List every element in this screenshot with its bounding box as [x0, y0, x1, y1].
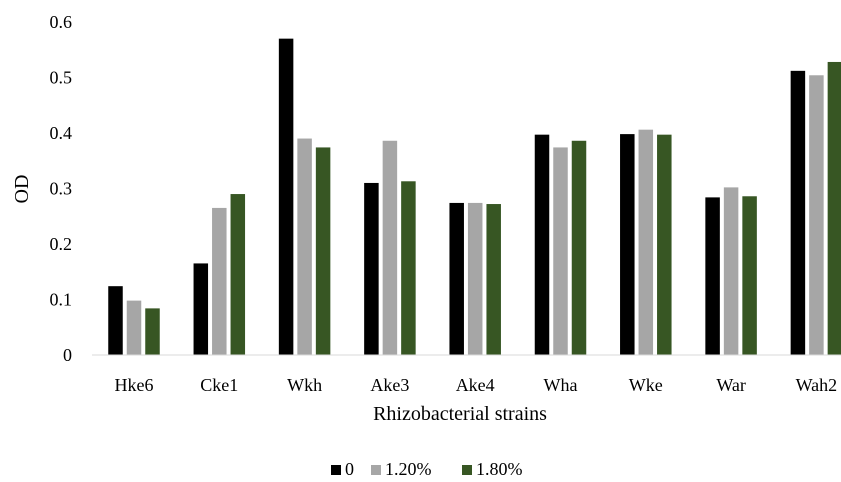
legend-item: 0 [331, 459, 354, 479]
bar [723, 187, 739, 355]
y-tick-labels: 0 0.1 0.2 0.3 0.4 0.5 0.6 [50, 12, 73, 365]
y-tick-label: 0.6 [50, 12, 73, 32]
x-tick-label: Wkh [287, 375, 322, 395]
bar [315, 147, 331, 355]
bar-group [534, 134, 587, 355]
y-tick-label: 0.2 [50, 234, 73, 254]
bar [145, 308, 160, 355]
y-tick-label: 0.1 [50, 290, 73, 310]
bar-group [705, 187, 757, 355]
y-tick-label: 0.5 [50, 68, 73, 88]
bar [553, 147, 568, 355]
bar-group [364, 140, 416, 355]
legend-label: 0 [345, 459, 354, 479]
legend-swatch [371, 465, 381, 475]
bar-group [620, 129, 672, 355]
bar-group [790, 61, 841, 356]
legend-item: 1.20% [371, 459, 432, 479]
bar [193, 263, 209, 355]
bar-groups [108, 38, 841, 356]
x-tick-label: War [716, 375, 746, 395]
legend-label: 1.80% [476, 459, 523, 479]
bar-group [278, 38, 331, 356]
x-tick-label: Ake3 [370, 375, 409, 395]
bar [790, 70, 806, 355]
bar [126, 300, 142, 355]
y-tick-label: 0.3 [50, 179, 73, 199]
bar [571, 140, 587, 355]
bar-group [108, 286, 160, 355]
bar [486, 204, 501, 355]
x-tick-label: Ake4 [456, 375, 495, 395]
x-tick-labels: Hke6 Cke1 Wkh Ake3 Ake4 Wha Wke War Wah2 [115, 375, 838, 395]
bar [827, 61, 841, 356]
y-axis-title: OD [11, 175, 33, 204]
bar [809, 75, 824, 355]
bar-group [193, 194, 246, 355]
bar [108, 286, 123, 355]
bar [230, 194, 246, 355]
x-tick-label: Wha [544, 375, 578, 395]
x-tick-label: Wah2 [796, 375, 838, 395]
bar [620, 134, 635, 355]
legend: 0 1.20% 1.80% [331, 459, 523, 479]
bar [212, 207, 227, 355]
y-tick-label: 0 [63, 345, 72, 365]
bar [401, 181, 416, 355]
bar [382, 140, 398, 355]
bar [638, 129, 654, 355]
legend-item: 1.80% [462, 459, 523, 479]
legend-label: 1.20% [385, 459, 432, 479]
bar [297, 138, 312, 355]
x-axis-title: Rhizobacterial strains [373, 403, 547, 425]
bar-group [449, 202, 501, 355]
bar [742, 196, 757, 355]
x-tick-label: Cke1 [200, 375, 238, 395]
legend-swatch [462, 465, 472, 475]
y-tick-label: 0.4 [50, 123, 73, 143]
bar [449, 202, 464, 355]
bar [467, 202, 483, 355]
legend-swatch [331, 465, 341, 475]
x-tick-label: Wke [629, 375, 663, 395]
bar [278, 38, 294, 356]
bar [657, 134, 672, 355]
bar [534, 134, 550, 355]
x-tick-label: Hke6 [115, 375, 154, 395]
bar [364, 182, 379, 355]
bar [705, 197, 720, 355]
